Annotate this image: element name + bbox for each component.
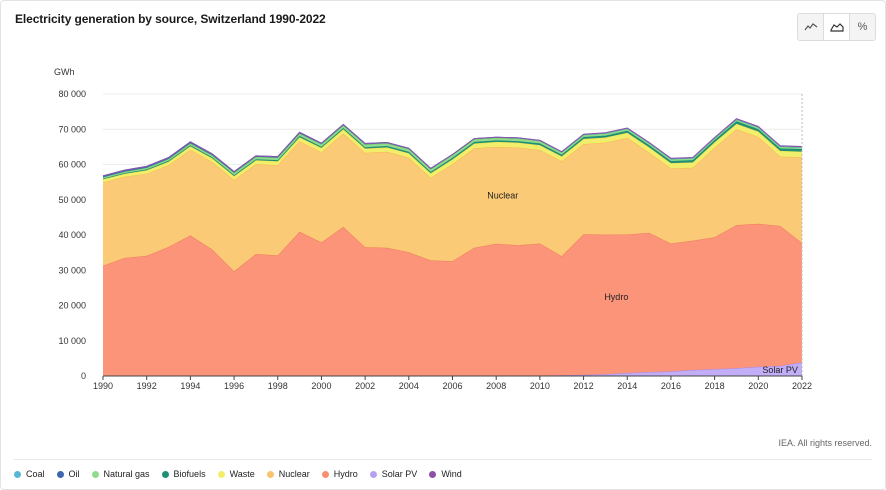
area-solar-pv[interactable] [103, 362, 802, 376]
x-tick-label: 2004 [399, 381, 419, 391]
x-tick-label: 2002 [355, 381, 375, 391]
area-chart: GWh 0 10 000 20 000 30 000 40 000 50 000 60 000… [54, 67, 812, 391]
x-tick-label: 2000 [311, 381, 331, 391]
legend-item-wind[interactable]: Wind [429, 469, 462, 479]
y-axis-label: GWh [54, 67, 75, 77]
line-chart-icon [804, 23, 817, 31]
chart-title: Electricity generation by source, Switze… [15, 12, 326, 26]
legend-label: Hydro [333, 469, 358, 479]
area-hydro[interactable] [103, 223, 802, 376]
label-nuclear: Nuclear [487, 190, 518, 200]
legend-label: Wind [441, 469, 462, 479]
legend-dot-icon [56, 470, 64, 478]
y-tick-label: 0 [81, 371, 86, 381]
legend-dot-icon [91, 470, 99, 478]
legend-divider [14, 459, 872, 460]
area-nuclear[interactable] [103, 129, 802, 272]
x-tick-label: 1990 [93, 381, 113, 391]
x-tick-label: 1996 [224, 381, 244, 391]
area-chart-icon [829, 23, 844, 32]
percent-icon: % [857, 21, 868, 33]
chart-type-toolbar: % [797, 13, 876, 41]
x-tick-label: 2006 [442, 381, 462, 391]
legend-label: Coal [26, 469, 45, 479]
y-tick-label: 40 000 [58, 230, 86, 240]
percent-button[interactable]: % [850, 14, 875, 40]
legend-item-solar-pv[interactable]: Solar PV [369, 469, 418, 479]
x-tick-label: 2008 [486, 381, 506, 391]
label-hydro: Hydro [604, 292, 628, 302]
legend-dot-icon [161, 470, 169, 478]
legend-dot-icon [217, 470, 225, 478]
y-tick-label: 70 000 [58, 124, 86, 134]
line-chart-button[interactable] [798, 14, 824, 40]
credit-text: IEA. All rights reserved. [778, 438, 872, 448]
x-tick-label: 2018 [705, 381, 725, 391]
y-tick-label: 10 000 [58, 336, 86, 346]
x-tick-label: 2020 [748, 381, 768, 391]
legend-label: Biofuels [173, 469, 206, 479]
y-tick-label: 60 000 [58, 160, 86, 170]
legend-item-natural-gas[interactable]: Natural gas [91, 469, 150, 479]
x-tick-label: 2022 [792, 381, 812, 391]
y-tick-label: 50 000 [58, 195, 86, 205]
legend-item-oil[interactable]: Oil [56, 469, 80, 479]
legend-label: Waste [229, 469, 255, 479]
x-tick-label: 1992 [137, 381, 157, 391]
x-tick-label: 2014 [617, 381, 637, 391]
x-tick-label: 2010 [530, 381, 550, 391]
legend-label: Oil [68, 469, 80, 479]
legend-dot-icon [369, 470, 377, 478]
x-tick-label: 1998 [268, 381, 288, 391]
legend-label: Natural gas [103, 469, 150, 479]
y-tick-label: 80 000 [58, 89, 86, 99]
legend-dot-icon [14, 470, 21, 478]
legend-dot-icon [429, 470, 437, 478]
label-solar-pv: Solar PV [762, 365, 798, 375]
legend-dot-icon [321, 470, 329, 478]
y-tick-label: 20 000 [58, 301, 86, 311]
area-chart-button[interactable] [824, 14, 850, 40]
legend-item-coal[interactable]: Coal [14, 469, 45, 479]
y-tick-label: 30 000 [58, 265, 86, 275]
x-tick-label: 2012 [574, 381, 594, 391]
legend-item-nuclear[interactable]: Nuclear [266, 469, 310, 479]
area-waste[interactable] [103, 123, 802, 183]
legend-label: Nuclear [278, 469, 310, 479]
line-wind [102, 118, 803, 177]
legend-dot-icon [266, 470, 274, 478]
legend: Coal Oil Natural gas Biofuels Waste Nuclear Hy… [14, 469, 474, 479]
x-tick-label: 2016 [661, 381, 681, 391]
legend-label: Solar PV [381, 469, 418, 479]
legend-item-waste[interactable]: Waste [217, 469, 255, 479]
x-tick-label: 1994 [180, 381, 200, 391]
area-biofuels[interactable] [103, 121, 802, 180]
legend-item-hydro[interactable]: Hydro [321, 469, 358, 479]
legend-item-biofuels[interactable]: Biofuels [161, 469, 206, 479]
